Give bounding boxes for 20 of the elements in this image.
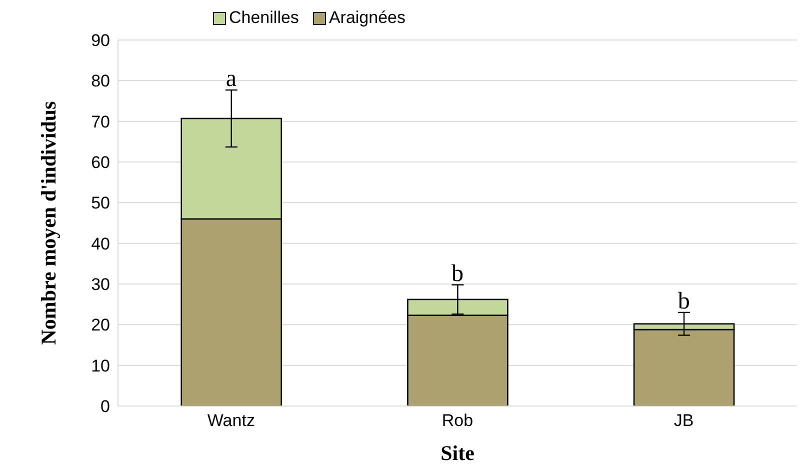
x-tick-label: JB <box>674 411 694 430</box>
x-tick-label: Wantz <box>207 411 255 430</box>
y-tick-label: 10 <box>91 356 110 376</box>
annotation: b <box>678 288 690 314</box>
y-tick-label: 60 <box>91 153 110 172</box>
y-axis-title: Nombre moyen d'individus <box>36 101 60 345</box>
y-tick-label: 30 <box>91 275 110 294</box>
legend-label: Araignées <box>328 8 406 28</box>
y-tick-label: 0 <box>100 397 110 416</box>
x-axis-title: Site <box>440 441 474 465</box>
y-tick-label: 70 <box>91 112 110 132</box>
y-tick-label: 90 <box>91 31 110 50</box>
y-tick-label: 20 <box>91 316 110 335</box>
annotation: b <box>452 260 464 287</box>
y-tick-label: 80 <box>91 72 110 91</box>
legend-label: Chenilles <box>228 8 299 28</box>
annotation: a <box>226 66 237 92</box>
y-tick-label: 50 <box>91 194 110 213</box>
x-tick-label: Rob <box>442 411 474 430</box>
y-tick-label: 40 <box>91 234 110 254</box>
